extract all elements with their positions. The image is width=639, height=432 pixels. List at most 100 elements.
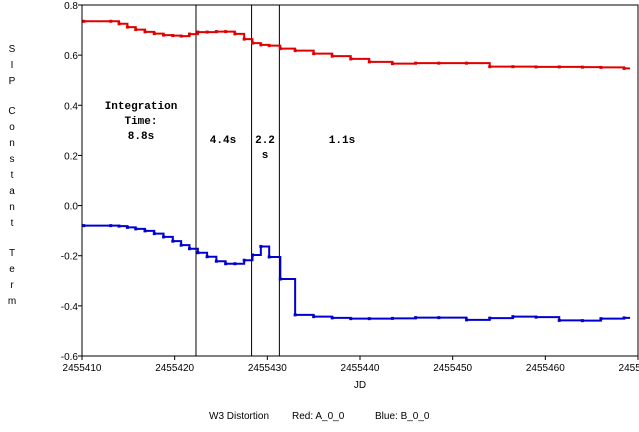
series-1-point	[259, 43, 263, 47]
y-axis-title-char: I	[11, 60, 14, 71]
series-1-point	[251, 41, 255, 45]
annotation-text: s	[262, 150, 269, 162]
x-tick-label: 2455450	[433, 363, 472, 374]
series-1-point	[171, 34, 175, 38]
series-1-point	[465, 61, 469, 65]
series-1-point	[414, 61, 418, 65]
series-2-point	[278, 277, 282, 281]
annotations: Integration Time: 8.8s 4.4s 2.2 s 1.1s	[105, 101, 356, 162]
y-tick-label: 0.6	[64, 51, 78, 62]
y-axis-title-char: P	[9, 76, 16, 87]
series-1-point	[224, 30, 228, 34]
y-axis-title-char: n	[9, 138, 15, 149]
series-1-point	[179, 34, 183, 38]
series-1-point	[214, 30, 218, 34]
series-line-2	[83, 224, 631, 322]
series-1-point	[134, 28, 138, 32]
annotation-text: 2.2	[255, 135, 275, 147]
series-1-point	[233, 32, 237, 36]
series-1-point	[293, 49, 297, 53]
series-2-point	[152, 232, 156, 236]
series-2-point	[242, 258, 246, 262]
y-tick-label: 0.0	[64, 202, 78, 213]
y-axis-title-char: S	[9, 44, 16, 55]
series-1-point	[152, 32, 156, 36]
series-1-point	[622, 66, 626, 70]
series-2-point	[580, 319, 584, 323]
series-1-point	[242, 37, 246, 41]
y-tick-label: -0.6	[61, 352, 79, 363]
y-tick-label: 0.4	[64, 101, 78, 112]
series-2-point	[330, 316, 334, 320]
y-axis-title-char: T	[9, 248, 15, 259]
plot-frame	[81, 4, 639, 357]
series-2-point	[205, 255, 209, 259]
y-axis-title-char: r	[10, 280, 14, 291]
series-2-point	[367, 317, 371, 321]
plot-layer	[82, 5, 631, 356]
series-1-point	[196, 30, 200, 34]
series-1-point	[534, 65, 538, 69]
series-1-point	[599, 65, 603, 69]
series-2-point	[599, 317, 603, 321]
series-1-point	[162, 33, 166, 37]
annotation-text: 4.4s	[210, 135, 236, 147]
series-2-point	[233, 262, 237, 266]
y-axis-title-char: t	[11, 218, 14, 229]
y-axis: 0.8 0.6 0.4 0.2 0.0 -0.2 -0.4 -0.6	[61, 1, 82, 363]
series-1-point	[349, 57, 353, 61]
y-axis-title-char: o	[9, 122, 15, 133]
series-2-point	[488, 316, 492, 320]
series-2-point	[171, 239, 175, 243]
series-2-point	[437, 316, 441, 320]
series-2-point	[534, 315, 538, 319]
footer-blue-label: Blue: B_0_0	[375, 411, 430, 422]
annotation-text: 8.8s	[128, 131, 154, 143]
series-2-point	[162, 235, 166, 239]
series-1-point	[437, 61, 441, 65]
y-axis-title-char: a	[9, 186, 15, 197]
series-1-point	[205, 30, 209, 34]
series-1-point	[390, 62, 394, 66]
series-1-point	[488, 65, 492, 69]
series-1-point	[330, 54, 334, 58]
annotation-text: 1.1s	[329, 135, 355, 147]
annotation-text: Time:	[124, 116, 157, 128]
series-2-point	[465, 318, 469, 322]
series-line-1	[83, 20, 631, 70]
series-2-point	[267, 255, 271, 259]
series-1-point	[109, 19, 113, 23]
y-axis-title-char: m	[8, 296, 16, 307]
x-tick-label: 2455430	[248, 363, 287, 374]
y-tick-label: 0.8	[64, 1, 78, 12]
series-2-point	[187, 247, 191, 251]
series-1-point	[511, 65, 515, 69]
y-axis-title-char: C	[8, 106, 15, 117]
series-1-point	[557, 65, 561, 69]
series-2-point	[143, 229, 147, 233]
series-2-point	[251, 253, 255, 257]
y-tick-label: -0.4	[61, 302, 79, 313]
series-2-point	[414, 316, 418, 320]
series-2-point	[557, 318, 561, 322]
series-2-point	[109, 224, 113, 228]
x-tick-label: 2455470	[619, 363, 639, 374]
series-1-point	[82, 19, 86, 23]
annotation-text: Integration	[105, 101, 178, 113]
series-2-point	[312, 315, 316, 319]
y-axis-title-char: s	[10, 154, 15, 165]
series-2-point	[390, 316, 394, 320]
series-1-point	[580, 65, 584, 69]
x-axis-title: JD	[354, 380, 366, 391]
series-2-point	[622, 316, 626, 320]
x-tick-label: 2455460	[526, 363, 565, 374]
y-tick-label: 0.2	[64, 151, 78, 162]
series-1-point	[312, 52, 316, 56]
series-1-point	[117, 22, 121, 26]
x-axis: 2455410 2455420 2455430 2455440 2455450 24554…	[63, 356, 639, 374]
x-tick-label: 2455440	[341, 363, 380, 374]
series-2-point	[511, 315, 515, 319]
series-2-point	[134, 227, 138, 231]
